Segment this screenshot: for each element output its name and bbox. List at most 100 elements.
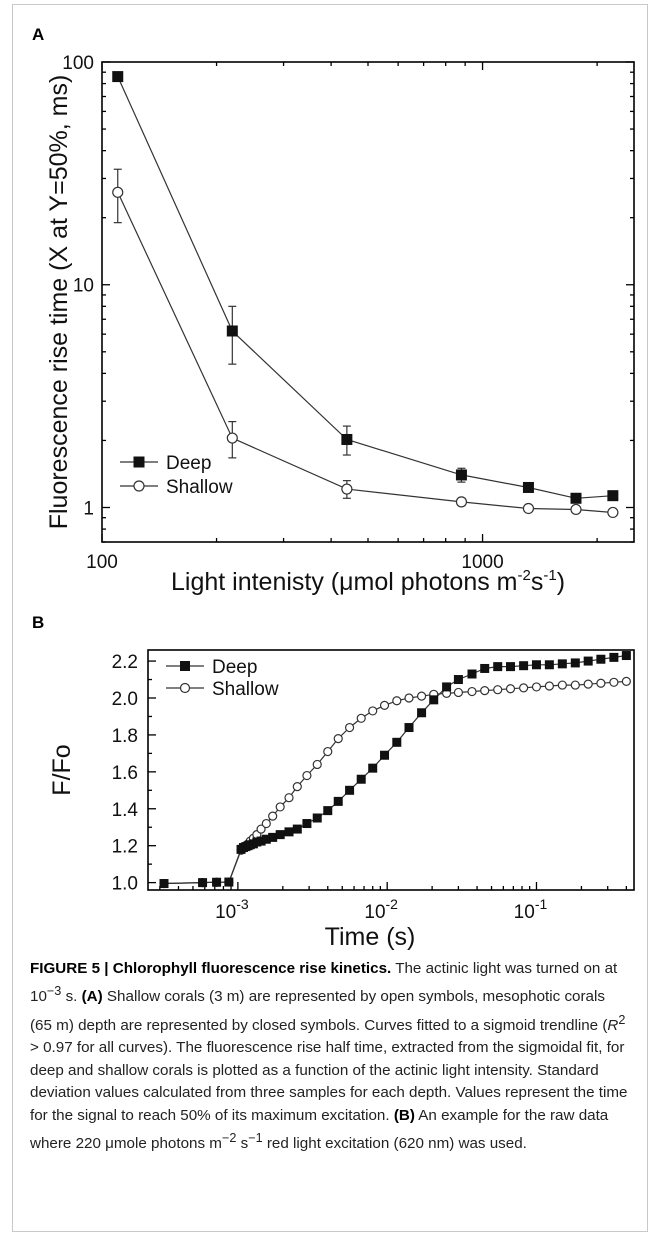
b-point-deep	[621, 651, 631, 661]
b-point-deep	[442, 682, 452, 692]
b-point-deep	[404, 723, 414, 733]
panel-a-x-axis-title: Light intenisty (μmol photons m-2s-1)	[171, 567, 565, 596]
b-point-shallow	[256, 824, 266, 834]
b-point-deep	[519, 661, 529, 671]
b-y-tick-label: 1.0	[112, 874, 138, 895]
caption-text: An example for the raw data where 220 μm…	[30, 1106, 609, 1153]
b-y-tick-label: 1.8	[112, 726, 138, 747]
a-legend-marker	[133, 456, 145, 468]
b-point-shallow	[275, 802, 285, 812]
b-point-shallow	[557, 680, 567, 690]
figure-frame	[12, 4, 648, 1232]
b-point-deep	[212, 877, 222, 887]
b-point-deep	[557, 659, 567, 669]
b-point-deep	[323, 806, 333, 816]
b-point-deep	[268, 832, 278, 842]
a-point-shallow	[226, 432, 238, 444]
caption-text: red light excitation (620 nm) was used.	[262, 1135, 527, 1153]
b-point-deep	[275, 830, 285, 840]
caption-text: > 0.97 for all curves). The fluorescence…	[30, 1039, 628, 1124]
b-point-shallow	[379, 700, 390, 710]
b-point-shallow	[531, 682, 542, 692]
b-point-shallow	[323, 746, 333, 757]
b-point-shallow	[356, 713, 366, 723]
b-point-shallow	[505, 684, 516, 694]
b-point-deep	[570, 658, 580, 668]
b-legend-marker	[179, 682, 191, 694]
b-point-deep	[544, 660, 554, 670]
b-point-deep	[467, 669, 477, 679]
b-legend-label-shallow: Shallow	[212, 679, 279, 700]
a-y-tick-label: 100	[62, 53, 94, 74]
b-point-deep	[292, 824, 302, 834]
b-x-tick-label: 10-2	[364, 896, 398, 923]
b-point-deep	[583, 656, 593, 666]
a-x-tick-label: 1000	[461, 552, 503, 573]
a-series-line-deep	[117, 76, 613, 499]
b-point-deep	[224, 877, 234, 887]
b-point-shallow	[292, 782, 302, 792]
b-point-shallow	[544, 681, 554, 691]
a-legend-marker	[133, 480, 145, 492]
a-point-deep	[607, 490, 619, 502]
b-point-deep	[284, 827, 294, 837]
a-x-tick-label: 100	[86, 552, 118, 573]
b-point-shallow	[570, 680, 580, 690]
a-point-shallow	[455, 496, 468, 508]
b-point-deep	[480, 663, 490, 673]
b-point-shallow	[467, 686, 477, 697]
b-point-deep	[333, 796, 343, 806]
a-point-deep	[341, 433, 353, 445]
a-point-deep	[226, 325, 238, 337]
b-y-tick-label: 1.6	[112, 763, 138, 784]
b-point-deep	[417, 708, 427, 718]
b-point-shallow	[392, 696, 402, 706]
b-point-deep	[312, 813, 322, 823]
panel-a-series	[112, 71, 619, 519]
a-y-tick-label: 10	[73, 276, 94, 297]
caption-text: s	[236, 1135, 249, 1153]
a-point-shallow	[341, 483, 353, 495]
a-point-shallow	[522, 502, 535, 515]
b-point-shallow	[284, 793, 294, 803]
b-point-shallow	[596, 678, 606, 688]
b-point-deep	[531, 660, 541, 670]
caption-sup: −1	[248, 1130, 263, 1145]
panel-b-label: B	[32, 613, 44, 632]
b-point-deep	[609, 652, 619, 662]
a-point-shallow	[112, 186, 124, 198]
a-point-shallow	[570, 503, 582, 516]
b-x-tick-label: 10-1	[514, 896, 548, 923]
panel-a-label: A	[32, 25, 44, 44]
a-legend-label-deep: Deep	[166, 453, 211, 474]
b-point-shallow	[519, 683, 529, 693]
panel-a-legend: Deep Shallow	[120, 453, 233, 498]
a-point-deep	[522, 481, 534, 493]
caption-sup: −2	[221, 1130, 237, 1145]
b-point-shallow	[453, 687, 464, 698]
b-point-shallow	[261, 818, 271, 829]
b-point-deep	[159, 879, 169, 889]
b-point-deep	[392, 737, 402, 747]
b-point-deep	[506, 662, 516, 672]
figure-caption: FIGURE 5 | Chlorophyll fluorescence rise…	[30, 958, 630, 1155]
b-point-shallow	[583, 679, 593, 689]
b-point-shallow	[404, 693, 414, 703]
caption-text: The actinic light was turned on at 10	[30, 960, 618, 1006]
b-point-shallow	[312, 759, 322, 770]
caption-text: Shallow corals (3 m) are represented by …	[30, 988, 608, 1034]
b-point-deep	[596, 654, 606, 664]
a-legend-label-shallow: Shallow	[166, 477, 233, 498]
panel-a-chart: A 100 1000 1 10 100 Deep Shallow Fluorescence…	[32, 25, 635, 596]
b-y-tick-label: 2.0	[112, 689, 138, 710]
b-point-deep	[368, 763, 378, 773]
a-point-shallow	[607, 506, 619, 519]
b-point-deep	[429, 695, 439, 705]
b-point-shallow	[268, 811, 278, 821]
b-point-shallow	[302, 770, 312, 781]
caption-sup: −3	[46, 984, 62, 999]
b-legend-marker	[180, 661, 190, 671]
panel-b-series	[159, 651, 631, 889]
